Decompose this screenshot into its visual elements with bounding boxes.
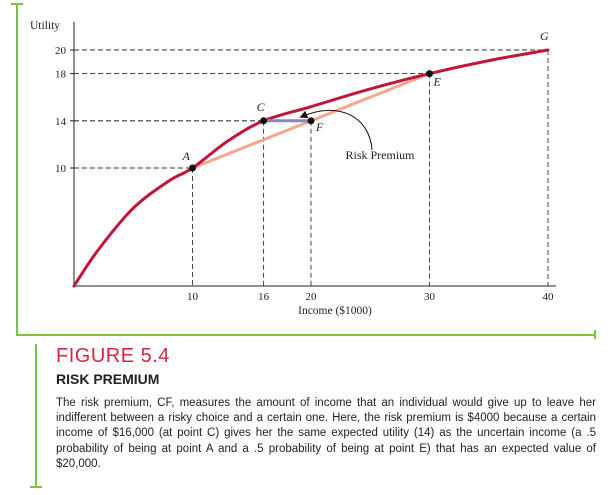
x-axis-title: Income ($1000) bbox=[298, 304, 372, 317]
annotation-arrow bbox=[299, 109, 373, 151]
point-f-marker bbox=[307, 117, 315, 125]
figure-caption: The risk premium, CF, measures the amoun… bbox=[56, 397, 596, 470]
point-a-label: A bbox=[182, 149, 191, 163]
x-tick-label: 30 bbox=[424, 291, 436, 303]
annotation: Risk Premium bbox=[299, 109, 415, 162]
y-tick-label: 20 bbox=[55, 45, 67, 57]
caption-rule bbox=[35, 344, 37, 487]
dashed-guides bbox=[74, 49, 549, 286]
y-axis-title: Utility bbox=[30, 20, 60, 32]
x-tick-label: 20 bbox=[306, 291, 318, 303]
frame-bottom-rule bbox=[16, 334, 596, 336]
x-tick-label: 40 bbox=[543, 291, 555, 303]
y-tick-label: 10 bbox=[55, 163, 67, 175]
risk-premium-annotation: Risk Premium bbox=[345, 148, 415, 162]
y-tick-label: 14 bbox=[55, 116, 67, 128]
point-a-marker bbox=[189, 164, 196, 172]
utility-curve-line bbox=[72, 48, 550, 288]
figure-title: RISK PREMIUM bbox=[56, 371, 160, 387]
axes bbox=[70, 22, 556, 287]
x-tick-label: 10 bbox=[187, 291, 199, 303]
caption-rule-cap bbox=[30, 486, 42, 488]
point-f-label: F bbox=[315, 120, 324, 134]
frame-left-rule bbox=[16, 4, 18, 336]
figure-number: FIGURE 5.4 bbox=[56, 345, 170, 367]
point-c-label: C bbox=[257, 100, 266, 114]
point-e-marker bbox=[426, 70, 433, 78]
point-c-marker bbox=[260, 117, 268, 125]
point-g-label: G bbox=[540, 29, 549, 43]
x-tick-label: 16 bbox=[258, 291, 270, 303]
risk-premium-chart: A C F E G 10 14 18 20 10 16 20 30 40 Utility Income ($… bbox=[30, 20, 556, 317]
utility-curve bbox=[72, 48, 550, 288]
point-e-label: E bbox=[433, 75, 442, 89]
frame-bottom-cap bbox=[594, 330, 596, 339]
y-tick-label: 18 bbox=[55, 69, 67, 81]
labeled-points: A C F E G bbox=[182, 29, 549, 172]
frame-left-cap bbox=[11, 3, 23, 5]
tick-labels: 10 14 18 20 10 16 20 30 40 Utility Income ($1000) bbox=[30, 20, 554, 317]
